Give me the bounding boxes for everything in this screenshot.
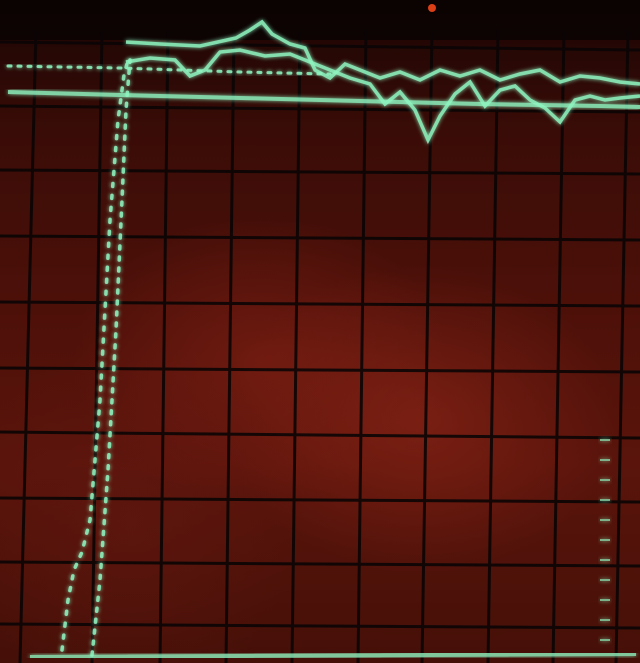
ringing-trace-upper (125, 19, 640, 86)
screen-top-bezel (0, 0, 640, 40)
dotted-level-trace (6, 64, 332, 76)
rising-edge-trace-a (60, 58, 130, 652)
bottom-baseline-trace (29, 652, 637, 659)
rising-edge-trace-b (90, 58, 132, 657)
graticule-grid (0, 29, 640, 663)
reference-baseline-trace (7, 90, 640, 109)
indicator-led (428, 4, 436, 12)
right-edge-ticks (600, 439, 610, 641)
ringing-trace-lower (125, 48, 640, 145)
